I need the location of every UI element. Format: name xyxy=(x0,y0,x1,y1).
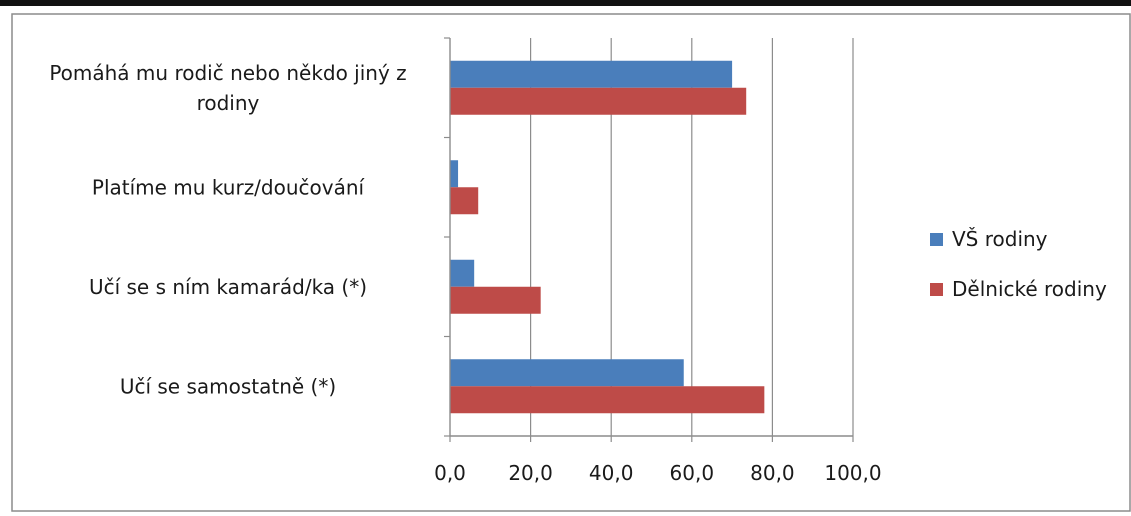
labels: 0,0 20,0 40,0 60,0 80,0 100,0 Pomáhá mu rodič … xyxy=(49,61,881,485)
category-label: Učí se s ním kamarád/ka (*) xyxy=(89,275,367,299)
category-label: Platíme mu kurz/doučování xyxy=(92,175,366,199)
x-tick-label: 20,0 xyxy=(508,461,553,485)
bar-vs-rodiny xyxy=(450,359,684,387)
bar-vs-rodiny xyxy=(450,160,459,188)
axes xyxy=(444,37,854,442)
category-label-line: rodiny xyxy=(197,91,260,115)
category-label-line: Pomáhá mu rodič nebo někdo jiný z xyxy=(49,61,406,85)
legend-label: VŠ rodiny xyxy=(952,227,1048,251)
bar-delnicke-rodiny xyxy=(450,187,479,215)
legend-swatch xyxy=(930,233,943,246)
x-tick-label: 100,0 xyxy=(824,461,881,485)
x-tick-label: 40,0 xyxy=(589,461,634,485)
cropped-title-strip xyxy=(0,0,1131,6)
legend: VŠ rodiny Dělnické rodiny xyxy=(930,227,1107,301)
x-tick-label: 0,0 xyxy=(434,461,466,485)
bar-vs-rodiny xyxy=(450,60,733,88)
legend-swatch xyxy=(930,283,943,296)
bar-delnicke-rodiny xyxy=(450,386,765,414)
chart-border xyxy=(11,13,1131,512)
x-tick-label: 80,0 xyxy=(750,461,795,485)
bar-delnicke-rodiny xyxy=(450,286,541,314)
category-label: Učí se samostatně (*) xyxy=(120,374,336,398)
category-label-line: Učí se samostatně (*) xyxy=(120,374,336,398)
bars xyxy=(450,60,765,414)
legend-label: Dělnické rodiny xyxy=(952,277,1107,301)
category-label-line: Platíme mu kurz/doučování xyxy=(92,175,366,199)
x-tick-label: 60,0 xyxy=(670,461,715,485)
category-label: Pomáhá mu rodič nebo někdo jiný z rodiny xyxy=(49,61,406,115)
category-label-line: Učí se s ním kamarád/ka (*) xyxy=(89,275,367,299)
bar-delnicke-rodiny xyxy=(450,87,747,115)
bar-vs-rodiny xyxy=(450,259,475,287)
